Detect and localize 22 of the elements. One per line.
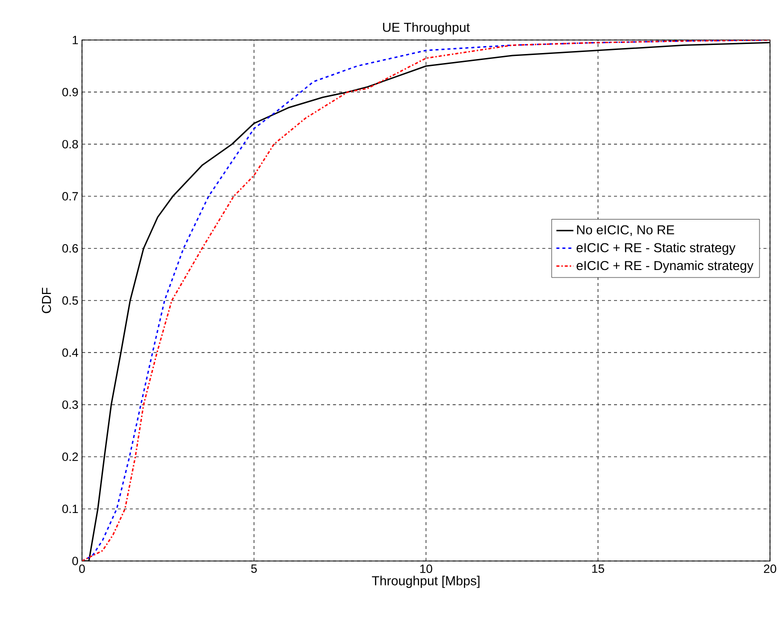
y-tick-label: 0 (72, 556, 78, 566)
x-tick-label: 15 (592, 564, 604, 573)
y-tick-label: 0.4 (62, 348, 78, 357)
y-tick-label: 0.8 (62, 140, 78, 148)
y-axis-title: CDF (42, 288, 52, 314)
y-tick-label: 0.7 (62, 192, 78, 201)
legend-label: No eICIC, No RE (577, 225, 674, 236)
x-axis-title: Throughput [Mbps] (372, 576, 480, 588)
y-tick-label: 0.9 (62, 88, 78, 96)
x-tick-label: 10 (420, 564, 432, 573)
x-tick-label: 20 (764, 564, 776, 573)
chart-title: UE Throughput (383, 22, 470, 34)
legend-label: eICIC + RE - Static strategy (576, 242, 736, 255)
y-tick-label: 0.3 (62, 400, 78, 409)
y-tick-label: 0.2 (62, 452, 78, 462)
x-tick-label: 0 (79, 564, 85, 573)
y-tick-label: 1 (72, 36, 78, 44)
y-tick-label: 0.6 (62, 244, 78, 253)
y-tick-label: 0.5 (62, 296, 78, 305)
x-tick-label: 5 (251, 564, 257, 573)
y-tick-label: 0.1 (62, 504, 78, 514)
legend-label: eICIC + RE - Dynamic strategy (576, 260, 754, 273)
